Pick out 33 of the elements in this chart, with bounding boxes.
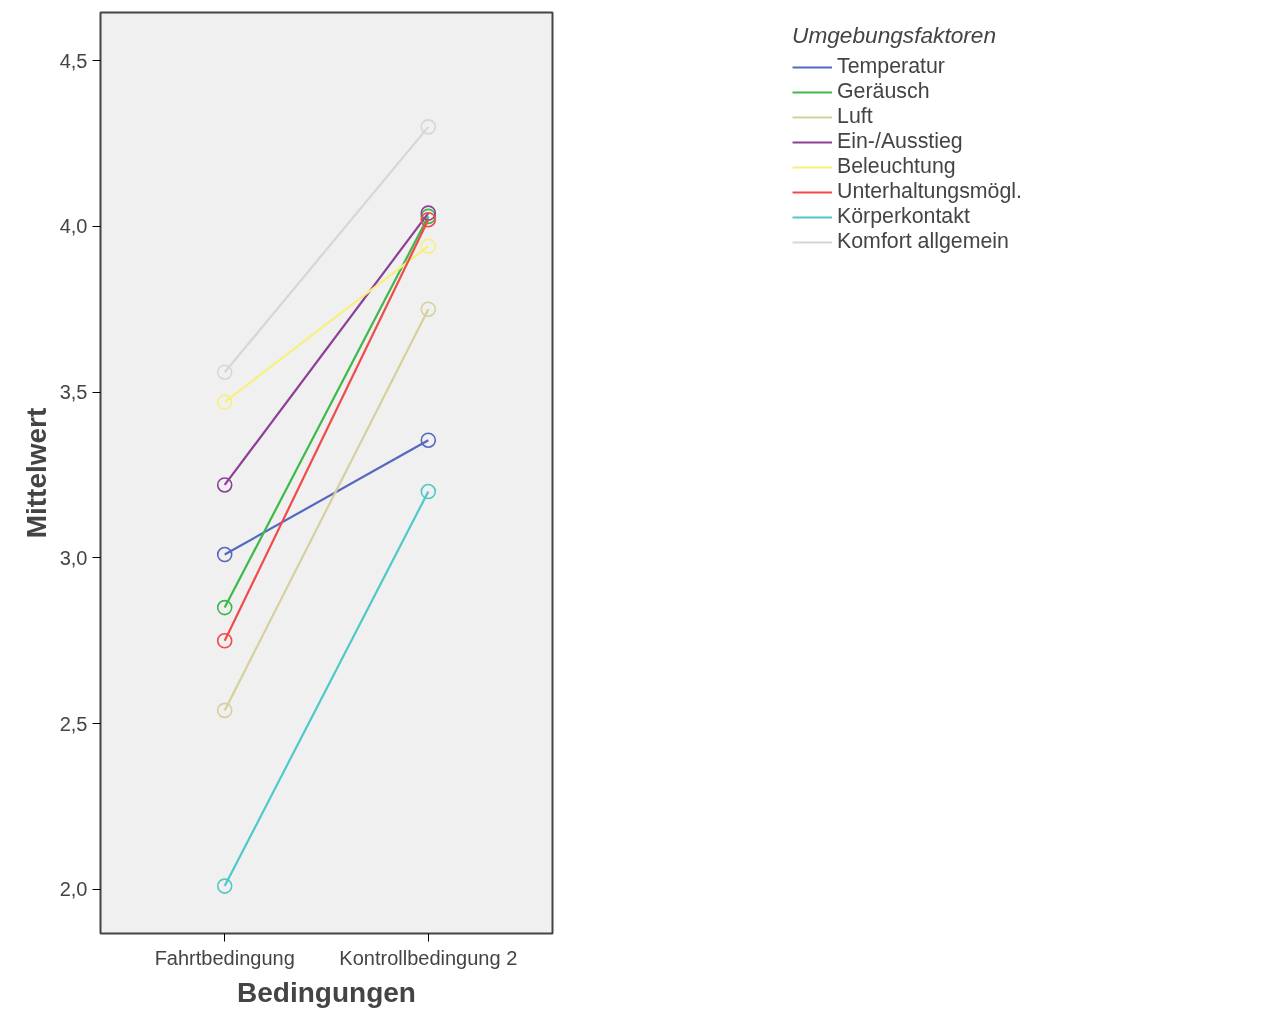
point <box>216 702 233 719</box>
y-axis-title: Mittelwert <box>20 407 52 539</box>
legend-label: Luft <box>837 104 873 129</box>
x-tick-label: Kontrollbedingung 2 <box>339 946 518 969</box>
legend-label: Temperatur <box>837 54 945 79</box>
point <box>216 599 233 616</box>
legend-label: Geräusch <box>837 79 930 104</box>
legend-label: Beleuchtung <box>837 154 956 179</box>
point <box>216 546 233 563</box>
legend-label: Ein-/Ausstieg <box>837 129 963 154</box>
y-tick-label: 4,0 <box>59 215 88 238</box>
point <box>216 364 233 380</box>
y-tick-label: 2,5 <box>59 712 88 735</box>
legend-label: Unterhaltungsmögl. <box>837 179 1022 204</box>
y-tick-label: 4,5 <box>59 49 88 72</box>
point <box>420 205 437 221</box>
x-tick-label: Fahrtbedingung <box>154 946 295 969</box>
point <box>420 119 437 135</box>
y-tick-label: 3,0 <box>59 546 88 569</box>
point <box>420 483 437 500</box>
legend-title: Umgebungsfaktoren <box>792 22 998 49</box>
x-axis-title: Bedingungen <box>237 976 416 1008</box>
point <box>216 878 233 894</box>
y-tick-label: 3,5 <box>59 381 88 404</box>
point <box>216 477 233 493</box>
legend-label: Komfort allgemein <box>837 229 1009 254</box>
point <box>420 301 437 318</box>
point <box>216 632 233 649</box>
point <box>420 432 437 448</box>
point <box>216 394 233 410</box>
point <box>420 238 437 255</box>
legend-label: Körperkontakt <box>837 204 970 229</box>
y-tick-label: 2,0 <box>59 878 88 901</box>
